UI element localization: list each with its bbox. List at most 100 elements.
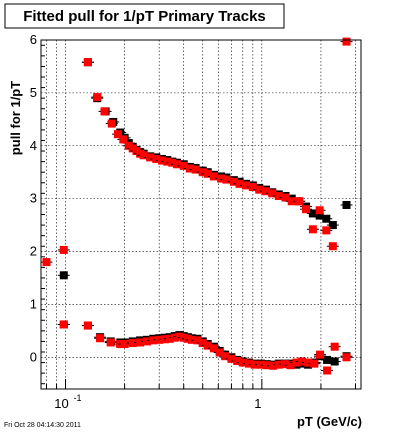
data-point bbox=[179, 161, 188, 170]
data-point bbox=[59, 245, 68, 254]
data-point bbox=[155, 335, 164, 344]
data-point bbox=[315, 211, 324, 220]
data-point bbox=[136, 338, 145, 347]
y-axis-label: pull for 1/pT bbox=[8, 81, 23, 155]
data-point bbox=[157, 156, 166, 165]
data-point bbox=[322, 226, 331, 235]
data-point bbox=[256, 360, 265, 369]
y-tick-label: 5 bbox=[30, 85, 37, 100]
data-point bbox=[163, 157, 172, 166]
data-point bbox=[330, 357, 339, 366]
data-point bbox=[107, 119, 116, 128]
chart-title: Fitted pull for 1/pT Primary Tracks bbox=[23, 8, 266, 25]
data-point bbox=[100, 107, 109, 116]
data-point bbox=[179, 333, 188, 342]
data-point bbox=[96, 334, 105, 343]
data-point bbox=[170, 333, 179, 342]
data-point bbox=[342, 353, 351, 362]
data-point bbox=[59, 271, 68, 280]
data-point bbox=[292, 358, 301, 367]
data-point bbox=[42, 258, 51, 267]
data-point bbox=[328, 242, 337, 251]
data-point bbox=[229, 177, 238, 186]
data-point bbox=[286, 361, 295, 370]
data-point bbox=[280, 360, 289, 369]
data-point bbox=[310, 359, 319, 368]
data-point bbox=[323, 355, 332, 364]
data-point bbox=[248, 183, 257, 192]
data-point bbox=[93, 93, 102, 102]
data-point bbox=[241, 181, 250, 190]
data-point bbox=[59, 320, 68, 329]
data-point bbox=[315, 206, 324, 215]
data-point bbox=[274, 360, 283, 369]
data-point bbox=[193, 336, 202, 345]
y-tick-label: 2 bbox=[30, 244, 37, 259]
data-point bbox=[227, 354, 236, 363]
data-point bbox=[250, 360, 259, 369]
timestamp: Fri Oct 28 04:14:30 2011 bbox=[4, 422, 81, 429]
data-point bbox=[165, 334, 174, 343]
data-point bbox=[139, 151, 148, 160]
data-point bbox=[168, 158, 177, 167]
y-tick-label: 4 bbox=[30, 138, 37, 153]
data-point bbox=[191, 165, 200, 174]
y-tick-label: 0 bbox=[30, 349, 37, 364]
data-point bbox=[255, 185, 264, 194]
y-tick-label: 6 bbox=[30, 32, 37, 47]
data-point bbox=[323, 366, 332, 375]
data-point bbox=[187, 335, 196, 344]
data-point bbox=[142, 337, 151, 346]
data-point bbox=[198, 338, 207, 347]
data-point bbox=[120, 340, 129, 349]
data-point bbox=[330, 342, 339, 351]
data-point bbox=[185, 164, 194, 173]
data-point bbox=[221, 352, 230, 361]
data-point bbox=[83, 58, 92, 67]
title-box bbox=[4, 3, 285, 29]
data-point bbox=[328, 221, 337, 230]
data-point bbox=[269, 361, 278, 370]
data-point bbox=[209, 344, 218, 353]
data-point bbox=[233, 356, 242, 365]
data-point bbox=[119, 135, 128, 144]
data-point bbox=[160, 335, 169, 344]
data-point bbox=[302, 205, 311, 214]
data-point bbox=[304, 358, 313, 367]
data-point bbox=[295, 197, 304, 206]
data-point bbox=[281, 193, 290, 202]
data-point bbox=[113, 130, 122, 139]
x-tick-label: 1 bbox=[254, 396, 261, 411]
x-axis-label: pT (GeV/c) bbox=[297, 414, 362, 429]
data-point bbox=[198, 168, 207, 177]
data-point bbox=[217, 174, 226, 183]
data-point bbox=[287, 197, 296, 206]
data-point bbox=[209, 172, 218, 181]
y-tick-label: 3 bbox=[30, 191, 37, 206]
data-point bbox=[203, 169, 212, 178]
data-point bbox=[308, 225, 317, 234]
data-point bbox=[316, 350, 325, 359]
data-point bbox=[173, 160, 182, 169]
data-point bbox=[297, 357, 306, 366]
data-point bbox=[235, 179, 244, 188]
data-point bbox=[261, 187, 270, 196]
axes: 0 1 2 3 4 5 6 10 -1 1 bbox=[30, 32, 362, 411]
x-tick-label: 10 bbox=[54, 396, 68, 411]
data-point bbox=[274, 191, 283, 200]
data-point bbox=[83, 321, 92, 330]
data-point bbox=[322, 214, 331, 223]
data-point bbox=[146, 153, 155, 162]
x-tick-label-exponent: -1 bbox=[74, 393, 82, 403]
data-point bbox=[238, 358, 247, 367]
data-point bbox=[149, 336, 158, 345]
data-point bbox=[244, 359, 253, 368]
data-point bbox=[106, 338, 115, 347]
data-point bbox=[308, 209, 317, 218]
data-point bbox=[128, 338, 137, 347]
data-point bbox=[175, 332, 184, 341]
data-point bbox=[222, 175, 231, 184]
data-point bbox=[203, 341, 212, 350]
data-point bbox=[342, 200, 351, 209]
